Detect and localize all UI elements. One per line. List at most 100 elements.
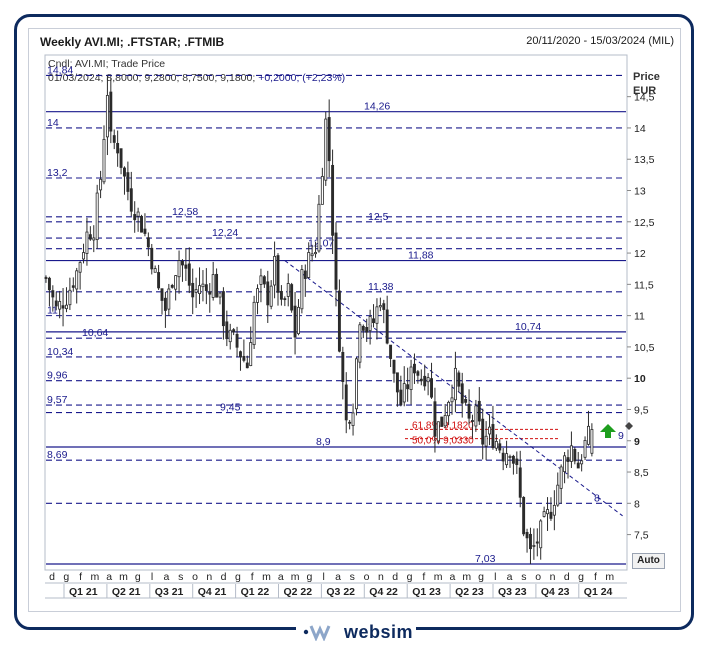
candle-body <box>256 288 259 303</box>
auto-scale-button[interactable]: Auto <box>632 553 665 569</box>
chart-title: Weekly AVI.MI; .FTSTAR; .FTMIB <box>40 35 225 49</box>
candle-body <box>218 292 222 298</box>
month-tick-label: f <box>251 571 254 583</box>
month-tick-label: l <box>151 571 153 583</box>
candle-body <box>167 288 171 310</box>
candle-body <box>221 291 225 327</box>
candle-body <box>505 453 509 466</box>
quarter-label: Q1 22 <box>241 586 270 598</box>
candle-body <box>290 284 294 311</box>
candle-body <box>58 301 62 310</box>
candle-body <box>399 389 403 406</box>
candle-body <box>259 275 263 285</box>
candle-body <box>355 358 358 410</box>
candle-body <box>314 252 317 255</box>
candle-body <box>341 351 345 382</box>
y-tick-label: 9 <box>634 436 640 448</box>
candle-body <box>177 260 181 278</box>
candle-body <box>194 289 198 293</box>
candle-body <box>163 297 167 311</box>
candle-body <box>225 321 229 340</box>
candle-body <box>136 211 140 217</box>
candle-body <box>68 289 72 306</box>
candle-body <box>413 363 416 374</box>
candle-body <box>112 135 116 143</box>
price-axis-title: Price <box>633 71 660 83</box>
candle-body <box>293 305 297 338</box>
candle-body <box>327 117 331 162</box>
candle-body <box>242 355 246 361</box>
candle-body <box>542 511 546 517</box>
candle-body <box>573 448 577 462</box>
candle-body <box>92 237 96 241</box>
month-tick-label: g <box>63 571 69 583</box>
y-tick-label: 10,5 <box>634 342 655 354</box>
candle-body <box>54 300 58 307</box>
candle-body <box>392 359 396 374</box>
candle-body <box>95 192 99 240</box>
quarter-label: Q1 23 <box>412 586 441 598</box>
candle-body <box>266 281 270 306</box>
level-label-inline: 9 <box>618 430 624 442</box>
candle-body <box>559 466 563 489</box>
quarter-label: Q4 23 <box>541 586 570 598</box>
candle-body <box>273 255 277 286</box>
candle-body <box>488 426 491 435</box>
candle-body <box>211 274 215 298</box>
candle-body <box>361 326 365 331</box>
candle-body <box>283 298 287 301</box>
candle-body <box>310 253 314 257</box>
date-range: 20/11/2020 - 15/03/2024 (MIL) <box>526 35 674 47</box>
fib-label: 50,0% 9,0330 <box>412 436 474 447</box>
candle-body <box>576 462 580 469</box>
candle-body <box>389 344 393 359</box>
candle-body <box>187 263 191 286</box>
candle-body <box>160 288 164 301</box>
month-tick-label: a <box>163 571 169 583</box>
level-label-left: 14,84 <box>47 64 73 76</box>
level-label-inline: 9,45 <box>220 402 241 414</box>
candle-body <box>143 228 147 234</box>
quarter-label: Q2 22 <box>284 586 313 598</box>
quarter-label: Q2 21 <box>112 586 141 598</box>
candle-body <box>71 285 75 288</box>
candle-body <box>191 282 195 298</box>
y-tick-label: 8,5 <box>634 467 649 479</box>
level-label-inline: 10,64 <box>82 327 108 339</box>
y-tick-label: 8 <box>634 498 640 510</box>
month-tick-label: d <box>49 571 55 583</box>
candle-body <box>348 421 352 424</box>
candle-body <box>409 366 413 390</box>
y-tick-label: 14 <box>634 123 646 135</box>
candle-body <box>460 383 464 404</box>
quarter-label: Q3 23 <box>498 586 527 598</box>
candle-body <box>552 504 556 516</box>
candle-body <box>546 509 549 515</box>
month-tick-label: n <box>550 571 556 583</box>
y-tick-label: 11,5 <box>634 279 654 291</box>
y-tick-label: 12,5 <box>634 217 655 229</box>
candle-body <box>351 412 355 426</box>
candle-body <box>204 284 208 291</box>
candle-body <box>426 377 430 383</box>
candle-body <box>522 497 526 535</box>
candle-body <box>481 418 485 445</box>
level-label-left: 9,96 <box>47 370 68 382</box>
candle-body <box>344 384 348 421</box>
candle-body <box>498 443 502 451</box>
candle-body <box>228 329 232 343</box>
y-tick-label: 10 <box>634 373 646 385</box>
plot-area <box>44 54 628 571</box>
y-tick-label: 13,5 <box>634 154 655 166</box>
y-tick-label: 11 <box>634 311 645 323</box>
candle-body <box>440 416 444 427</box>
websim-logo-icon <box>303 625 331 641</box>
candle-body <box>406 384 410 390</box>
candle-body <box>464 399 468 403</box>
candle-body <box>375 306 379 324</box>
candle-body <box>198 285 201 295</box>
candle-body <box>368 316 372 332</box>
month-tick-label: g <box>407 571 413 583</box>
month-tick-label: s <box>350 571 355 583</box>
